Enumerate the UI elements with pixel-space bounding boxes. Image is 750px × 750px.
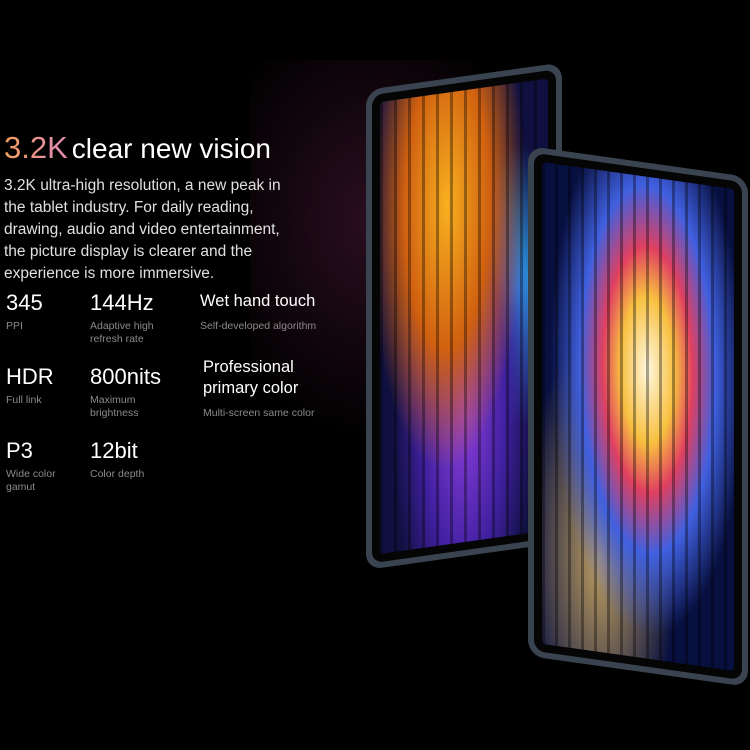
spec-depth: 12bit Color depth [90, 438, 180, 481]
spec-value: 144Hz [90, 290, 154, 315]
spec-value: 800nits [90, 364, 161, 389]
spec-touch: Wet hand touch Self-developed algorithm [200, 291, 340, 333]
spec-value: Wet hand touch [200, 292, 316, 310]
headline-text: clear new vision [71, 133, 271, 164]
spec-ppi: 345 PPI [6, 290, 76, 333]
tablet-front [528, 146, 748, 687]
spec-gamut: P3 Wide color gamut [6, 438, 76, 494]
tablet-back-screen [380, 78, 548, 555]
tablet-front-screen [542, 161, 734, 671]
spec-label: Color depth [90, 468, 145, 480]
spec-refresh: 144Hz Adaptive high refresh rate [90, 290, 170, 346]
description: 3.2K ultra-high resolution, a new peak i… [4, 177, 281, 282]
spec-label: Maximum brightness [90, 394, 139, 419]
spec-value: Professional primary color [203, 358, 299, 397]
spec-color: Professional primary color Multi-screen s… [203, 357, 333, 420]
spec-value: 12bit [90, 438, 138, 463]
headline: 3.2K clear new vision [4, 130, 271, 166]
spec-label: PPI [6, 320, 23, 332]
spec-value: P3 [6, 438, 33, 463]
spec-value: 345 [6, 290, 43, 315]
spec-value: HDR [6, 364, 54, 389]
spec-brightness: 800nits Maximum brightness [90, 364, 180, 420]
spec-hdr: HDR Full link [6, 364, 76, 407]
spec-label: Wide color gamut [6, 468, 56, 493]
spec-label: Self-developed algorithm [200, 320, 317, 332]
spec-label: Adaptive high refresh rate [90, 320, 154, 345]
headline-accent: 3.2K [4, 130, 68, 165]
spec-label: Multi-screen same color [203, 407, 315, 419]
spec-label: Full link [6, 394, 42, 406]
